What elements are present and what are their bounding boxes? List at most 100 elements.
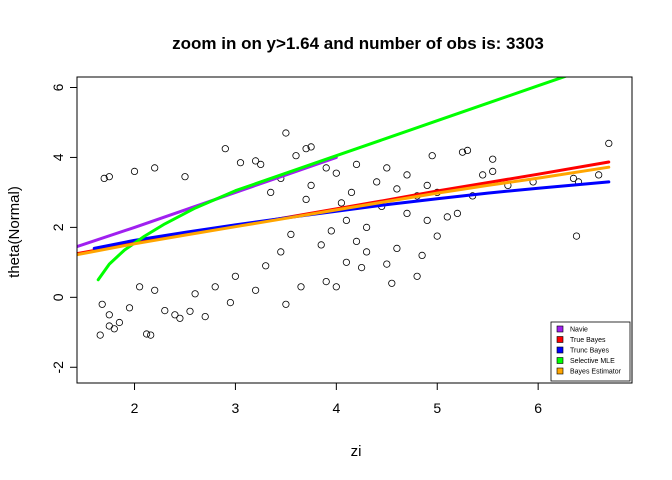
- x-tick-label-4: 6: [534, 400, 542, 416]
- legend-swatch-1: [556, 336, 564, 343]
- data-point-54: [151, 164, 159, 172]
- data-point-29: [489, 167, 497, 175]
- data-point-18: [388, 279, 396, 287]
- legend-swatch-4: [556, 367, 564, 375]
- x-tick-label-1: 3: [232, 400, 240, 416]
- data-point-74: [211, 283, 219, 291]
- data-point-87: [267, 188, 275, 196]
- data-point-10: [201, 312, 209, 321]
- legend-label-1: True Bayes: [570, 337, 606, 344]
- y-tick-label-2: 2: [50, 223, 66, 231]
- data-point-13: [297, 283, 305, 291]
- data-point-56: [105, 173, 113, 181]
- data-point-62: [393, 185, 401, 193]
- legend-label-0: Navie: [570, 327, 588, 334]
- data-point-26: [453, 209, 461, 217]
- data-point-0: [96, 331, 104, 339]
- data-point-88: [287, 230, 295, 238]
- data-point-16: [357, 263, 366, 272]
- legend-swatch-2: [556, 346, 564, 354]
- data-point-53: [236, 159, 245, 167]
- data-point-35: [605, 139, 613, 147]
- data-point-11: [226, 298, 234, 307]
- data-point-70: [262, 262, 270, 270]
- data-point-32: [569, 174, 578, 182]
- data-point-41: [489, 155, 497, 163]
- data-point-21: [342, 258, 350, 266]
- legend-swatch-0: [556, 325, 564, 333]
- data-point-89: [277, 248, 285, 256]
- data-point-36: [572, 232, 581, 240]
- data-point-81: [327, 227, 335, 235]
- x-axis-label: zi: [351, 443, 362, 460]
- data-point-8: [176, 314, 184, 322]
- legend-box: [550, 321, 631, 382]
- data-point-57: [100, 174, 108, 182]
- data-point-12: [282, 300, 290, 308]
- data-point-76: [136, 283, 144, 291]
- data-point-55: [130, 167, 139, 175]
- data-point-79: [98, 300, 106, 308]
- data-point-82: [337, 199, 345, 207]
- data-point-65: [362, 223, 371, 231]
- data-point-15: [332, 283, 340, 291]
- data-point-45: [352, 160, 361, 168]
- y-axis-label: theta(Normal): [6, 186, 23, 278]
- data-point-7: [171, 311, 179, 319]
- data-point-40: [458, 148, 467, 156]
- data-point-72: [231, 272, 239, 280]
- y-tick-label-1: 0: [50, 293, 66, 301]
- data-point-67: [403, 209, 411, 217]
- legend-label-3: Selective MLE: [570, 358, 615, 365]
- data-point-43: [403, 171, 411, 179]
- series-line-selective-mle: [96, 77, 569, 282]
- y-tick-label-3: 4: [50, 153, 66, 161]
- plot-frame: [76, 76, 633, 384]
- data-point-14: [322, 277, 330, 286]
- data-point-39: [463, 146, 472, 154]
- x-axis: 2 3 4 5 6: [131, 382, 542, 416]
- data-point-83: [347, 188, 356, 196]
- data-point-17: [383, 260, 391, 268]
- data-point-50: [252, 157, 260, 165]
- lines-layer: [77, 77, 611, 282]
- data-point-69: [352, 237, 361, 245]
- data-point-47: [307, 143, 315, 151]
- data-point-46: [282, 129, 290, 137]
- data-point-60: [332, 169, 340, 177]
- y-tick-label-4: 6: [50, 83, 66, 91]
- data-point-64: [342, 216, 350, 224]
- data-point-78: [105, 311, 113, 319]
- data-point-71: [252, 286, 260, 294]
- data-point-6: [161, 306, 169, 315]
- data-point-51: [257, 160, 265, 168]
- data-point-34: [595, 171, 603, 179]
- data-point-3: [110, 325, 118, 333]
- data-point-48: [302, 145, 310, 153]
- data-point-28: [479, 171, 487, 179]
- data-point-68: [423, 216, 431, 224]
- data-point-25: [443, 213, 451, 221]
- data-point-61: [373, 178, 381, 186]
- data-point-58: [181, 173, 189, 181]
- data-point-59: [322, 164, 330, 172]
- data-point-2: [115, 318, 124, 327]
- legend-label-2: Trunc Bayes: [570, 348, 610, 355]
- data-point-49: [292, 152, 300, 160]
- data-point-23: [393, 244, 401, 252]
- data-point-24: [418, 251, 426, 259]
- legend-swatch-3: [556, 357, 564, 364]
- data-point-42: [428, 152, 436, 160]
- data-point-4: [143, 330, 151, 338]
- data-point-20: [433, 232, 441, 240]
- data-point-85: [307, 181, 315, 189]
- y-axis: -2 0 2 4 6: [50, 83, 78, 374]
- data-point-38: [423, 181, 431, 189]
- points-layer: [96, 129, 613, 339]
- chart-title: zoom in on y>1.64 and number of obs is: …: [172, 34, 544, 53]
- legend-label-4: Bayes Estimator: [570, 369, 622, 376]
- y-tick-label-0: -2: [50, 361, 66, 374]
- legend: Navie True Bayes Trunc Bayes Selective MLE B…: [550, 321, 631, 382]
